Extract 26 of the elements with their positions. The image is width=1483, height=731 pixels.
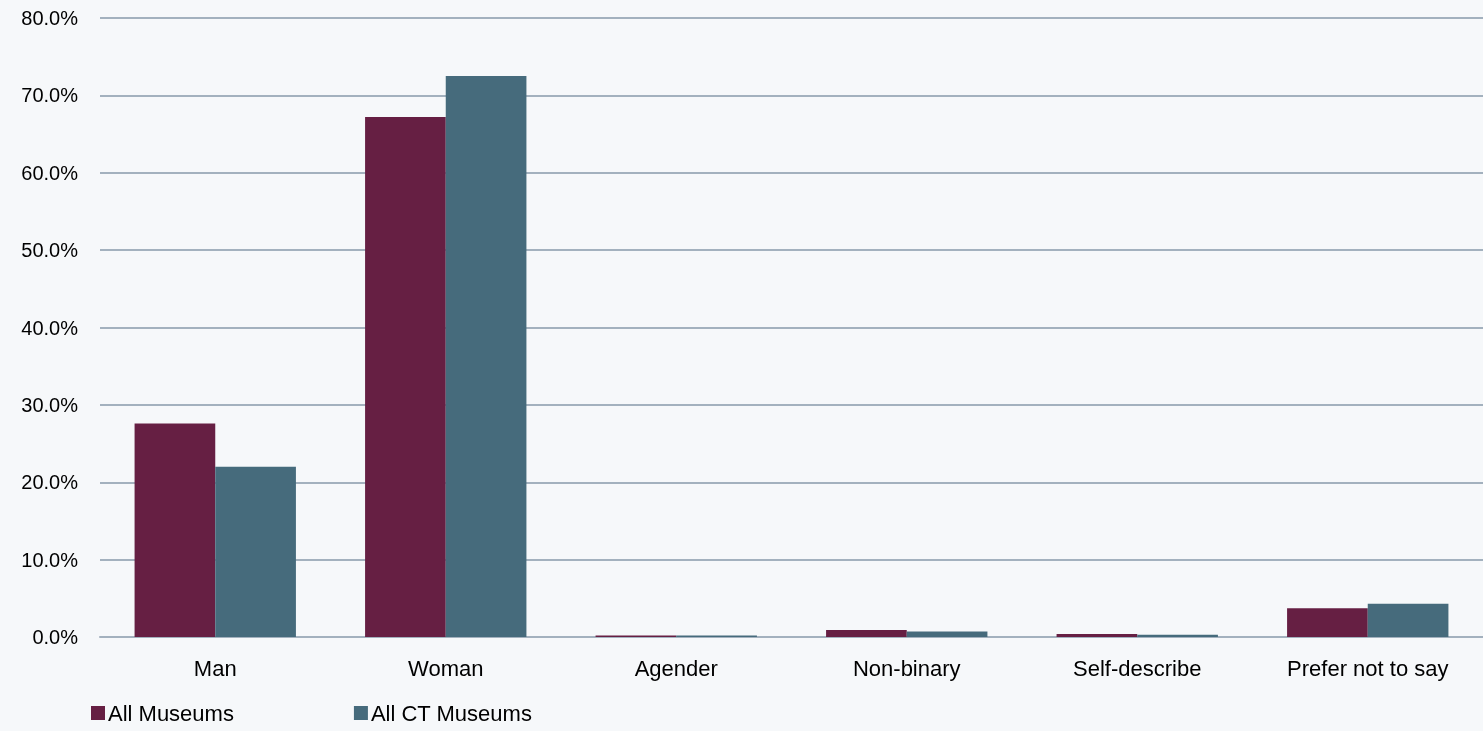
bar	[134, 423, 216, 637]
x-tick-label: Prefer not to say	[1287, 655, 1449, 681]
y-tick-label: 40.0%	[21, 316, 79, 339]
bar	[445, 76, 527, 637]
bar	[906, 631, 988, 637]
bar	[215, 466, 296, 637]
y-tick-label: 50.0%	[21, 239, 79, 262]
bar	[365, 117, 446, 637]
x-tick-label: Man	[193, 655, 237, 681]
x-tick-label: Woman	[408, 655, 484, 681]
bar	[826, 630, 907, 637]
x-tick-label: Agender	[634, 655, 718, 681]
y-tick-label: 70.0%	[21, 84, 79, 107]
legend-label: All Museums	[108, 700, 234, 726]
x-tick-label: Self-describe	[1073, 655, 1202, 681]
y-tick-label: 10.0%	[21, 548, 79, 571]
x-tick-label: Non-binary	[852, 655, 961, 681]
y-tick-label: 0.0%	[32, 626, 79, 648]
y-tick-label: 30.0%	[21, 393, 79, 416]
bar	[1367, 603, 1449, 637]
legend-label: All CT Museums	[370, 700, 532, 726]
bar	[1287, 608, 1368, 637]
bar	[1056, 633, 1138, 637]
y-tick-label: 80.0%	[21, 7, 79, 29]
y-tick-label: 20.0%	[21, 471, 79, 494]
y-tick-label: 60.0%	[21, 161, 79, 184]
